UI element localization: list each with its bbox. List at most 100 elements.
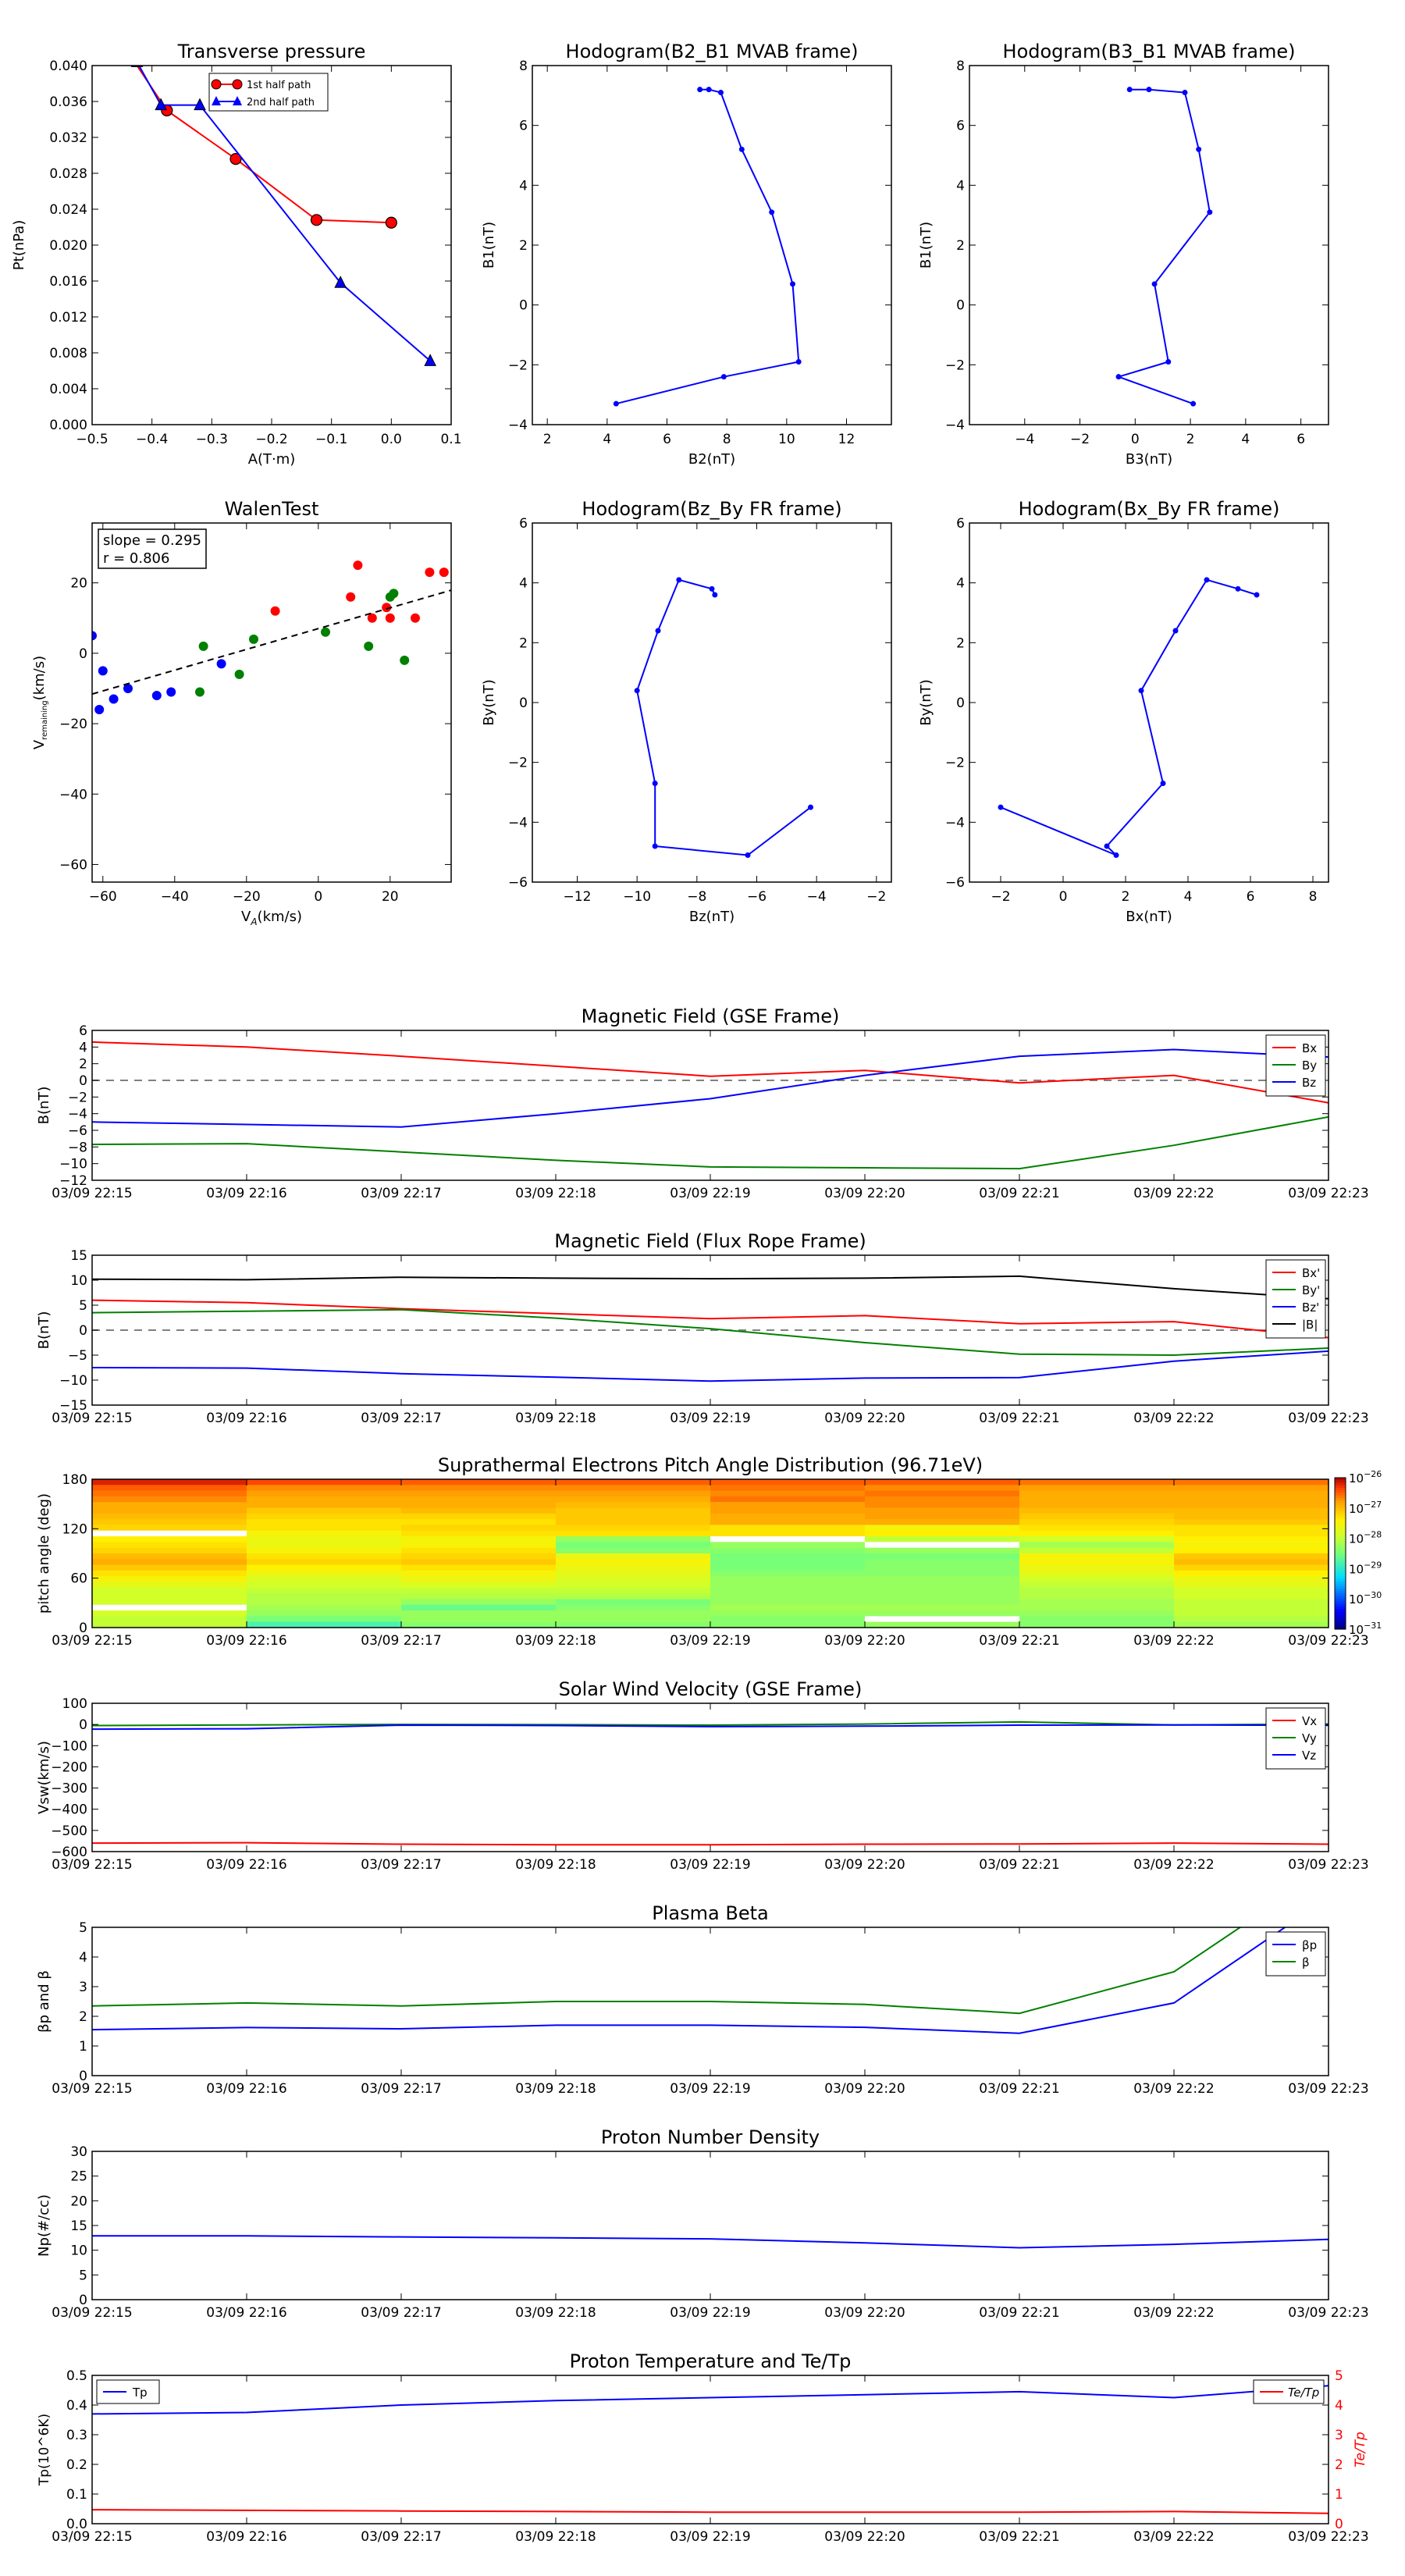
mag_fr-time-tick-label: 03/09 22:18 [515,1411,596,1426]
series-B3_B1-line [1115,88,1211,405]
series-Tp-line [92,2385,1329,2415]
data-point-circle [385,216,397,229]
chart-mag_gse: 03/09 22:15 03/09 22:16 03/09 22:17 03/09 2… [36,1005,1369,1201]
hodo_b3b1-xtick-label: 4 [1241,432,1250,447]
transverse-ytick-label: 0.032 [49,130,87,146]
legend-marker-2nd-b [233,96,242,105]
heatmap-cell [92,1610,247,1617]
heatmap-cell [710,1536,866,1542]
heatmap-cell [1019,1542,1175,1549]
heatmap-cell [401,1485,557,1492]
heatmap-cell [1174,1616,1329,1623]
pad-title: Suprathermal Electrons Pitch Angle Distr… [438,1454,983,1476]
scatter-point-red [439,568,449,578]
heatmap-cell [710,1530,866,1537]
colorbar-cell [1335,1500,1346,1503]
heatmap-cell [401,1536,557,1542]
chart-hodo_bzby: −12 −10 −8 −6 −4 −2 −6 −4 −2 0 2 4 6 Hodogram(Bz_By F… [481,498,892,925]
heatmap-cell [710,1559,866,1566]
colorbar-cell [1335,1568,1346,1572]
hodo_bzby-ytick-label: 0 [519,696,528,711]
hodo_bxby-xtick-label: 2 [1122,889,1130,905]
data-point [1196,146,1202,152]
np-ytick-label: 25 [70,2169,87,2185]
heatmap-cell [1174,1502,1329,1509]
mag_fr-time-tick-label: 03/09 22:22 [1133,1411,1214,1426]
heatmap-cell [401,1507,557,1514]
heatmap-cell [710,1593,866,1600]
walen-frame [91,522,452,883]
heatmap-cell [1019,1564,1175,1571]
series-Np-line [92,2235,1329,2249]
series-Bx'-line [92,1299,1329,1339]
heatmap-cell [92,1582,247,1589]
hodo_bxby-frame [969,522,1329,883]
data-point [769,209,775,215]
heatmap-cell [556,1593,711,1600]
mag_gse-time-tick-label: 03/09 22:19 [670,1186,750,1201]
mag_gse-ytick-label: 6 [79,1023,87,1039]
heatmap-cell [556,1621,711,1628]
heatmap-cell [247,1519,402,1526]
legend-marker-1st [211,79,222,90]
series-β-line [92,1927,1242,2015]
data-point [1151,281,1158,287]
mag_fr-time-tick-label: 03/09 22:20 [824,1411,905,1426]
data-point [1165,359,1172,365]
walen-xtick-label: 0 [314,889,322,905]
hodo_b3b1-xlabel: B3(nT) [1126,451,1172,468]
heatmap-cell [1174,1553,1329,1560]
hodo_b3b1-ytick-label: −2 [945,358,965,373]
walen-ytick-label: −40 [59,787,87,802]
heatmap-cell [1174,1479,1329,1485]
data-point-circle [310,214,323,226]
chart-tp: 03/09 22:15 03/09 22:16 03/09 22:17 03/09 2… [37,2350,1369,2545]
tp-time-tick-label: 03/09 22:15 [52,2529,132,2545]
heatmap-cell [1174,1530,1329,1537]
data-point [1138,688,1144,694]
heatmap-cell [247,1587,402,1594]
mag_gse-ytick-label: −2 [68,1090,87,1105]
heatmap-cell [865,1507,1020,1514]
legend-label-1: Vy [1302,1731,1317,1745]
walen-ylabel-main: V [31,739,48,749]
heatmap-cell [1019,1496,1175,1503]
heatmap-cell [556,1513,711,1520]
chart-pad: 03/09 22:15 03/09 22:16 03/09 22:17 03/09 2… [36,1454,1382,1649]
heatmap-cell [92,1502,247,1509]
heatmap-cell [401,1547,557,1554]
heatmap-cell [710,1564,866,1571]
colorbar-cell [1335,1540,1346,1544]
hodo_b3b1-ytick-label: 4 [956,178,965,194]
hodo_bzby-xtick-label: −2 [866,889,886,905]
heatmap-cell [556,1485,711,1492]
mag_fr-time-tick-label: 03/09 22:19 [670,1411,750,1426]
series-Bz_By-line [636,578,812,856]
hodo_b3b1-title: Hodogram(B3_B1 MVAB frame) [1003,41,1296,62]
heatmap-cell [401,1519,557,1526]
heatmap-cell [92,1621,247,1628]
colorbar-cell [1335,1495,1346,1499]
heatmap-cell [401,1564,557,1571]
scatter-point-green [389,589,399,599]
colorbar-cell [1335,1538,1346,1542]
np-time-tick-label: 03/09 22:18 [515,2305,596,2321]
heatmap-cell [92,1553,247,1560]
heatmap-cell [865,1530,1020,1537]
transverse-xtick-label: 0.1 [440,432,461,447]
colorbar-tick-exp: −31 [1364,1621,1382,1631]
vsw-time-tick-label: 03/09 22:15 [52,1857,132,1873]
legend-label-1: β [1302,1955,1310,1969]
vsw-ytick-label: 100 [62,1696,87,1712]
colorbar-tick-label: 10−30 [1349,1590,1382,1606]
heatmap-cell [1174,1564,1329,1571]
walen-ytick-label: −20 [59,717,87,732]
hodo_b2b1-xtick-label: 6 [663,432,671,447]
pad-ytick-label: 120 [62,1521,87,1537]
heatmap-cell [247,1564,402,1571]
pad-time-tick-label: 03/09 22:15 [52,1633,132,1649]
chart-hodo_b3b1: −4 −2 0 2 4 6 −4 −2 0 2 4 6 8 Hodogram(B3_B1 MVAB fra… [918,41,1329,468]
vsw-time-tick-label: 03/09 22:19 [670,1857,750,1873]
data-point [709,585,715,592]
walen-xtick-label: 20 [382,889,399,905]
